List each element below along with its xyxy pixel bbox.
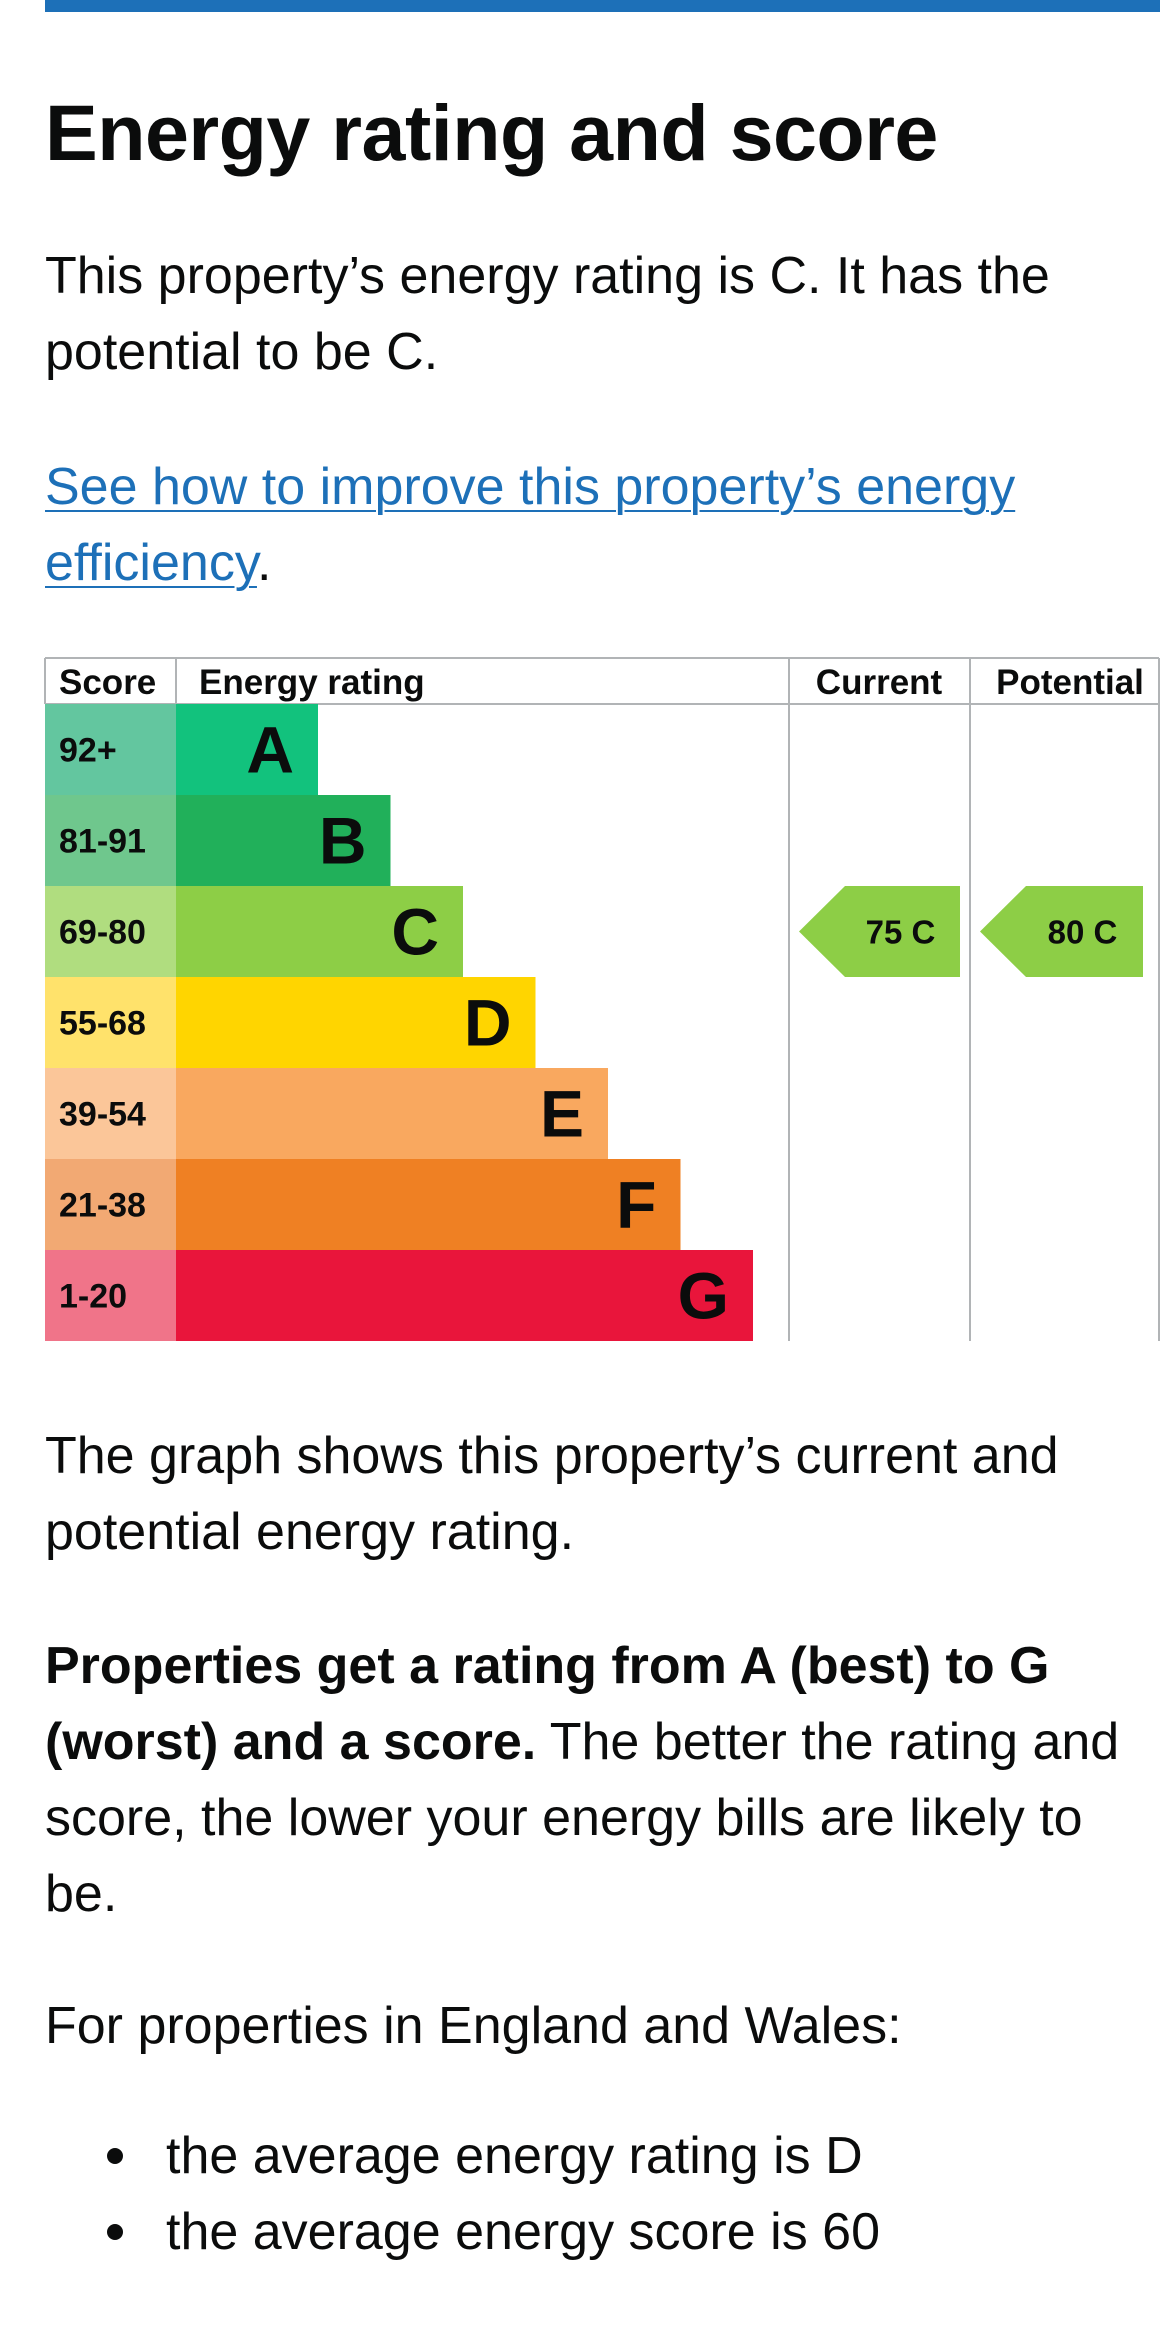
ratings-explanation-rest: The better the rating and score, the low… — [45, 1713, 1120, 1923]
rating-letter-b: B — [319, 804, 367, 878]
improve-efficiency-link[interactable]: See how to improve this property’s energ… — [45, 458, 1016, 592]
rating-bar-e — [176, 1068, 608, 1159]
score-cell-a — [45, 704, 176, 795]
rating-intro: This property’s energy rating is C. It h… — [45, 247, 1050, 381]
rating-letter-c: C — [391, 895, 439, 969]
average-score-text: the average energy score is 60 — [166, 2203, 880, 2261]
potential-rating-arrow — [980, 886, 1143, 977]
score-range-d: 55-68 — [59, 1005, 146, 1043]
improve-link-suffix: . — [256, 534, 272, 592]
score-range-f: 21-38 — [59, 1187, 146, 1225]
score-range-g: 1-20 — [59, 1278, 127, 1316]
rating-bar-d — [176, 977, 536, 1068]
region-intro: For properties in England and Wales: — [45, 1997, 902, 2055]
rating-letter-f: F — [616, 1168, 656, 1242]
rating-bar-g — [176, 1250, 753, 1341]
rating-markers: 75 C 80 C — [799, 886, 1143, 977]
bullet-icon — [107, 2224, 123, 2240]
rating-letter-a: A — [246, 713, 294, 787]
bullet-icon — [107, 2148, 123, 2164]
list-item-average-rating: the average energy rating is D — [45, 2118, 880, 2194]
average-rating-text: the average energy rating is D — [166, 2127, 863, 2185]
score-range-e: 39-54 — [59, 1096, 146, 1134]
rating-bar-a — [176, 704, 318, 795]
current-rating-arrow — [799, 886, 960, 977]
potential-rating-label: 80 C — [1048, 914, 1118, 951]
score-cell-d — [45, 977, 176, 1068]
score-cell-e — [45, 1068, 176, 1159]
rating-letter-d: D — [464, 986, 512, 1060]
rating-bar-f — [176, 1159, 681, 1250]
graph-description: The graph shows this property’s current … — [45, 1427, 1059, 1561]
rating-bar-c — [176, 886, 463, 977]
header-current: Current — [816, 663, 943, 702]
score-range-a: 92+ — [59, 732, 117, 770]
ratings-explanation-bold: Properties get a rating from A (best) to… — [45, 1637, 1050, 1771]
rating-letter-g: G — [678, 1259, 729, 1333]
header-score: Score — [59, 663, 156, 702]
rating-letter-e: E — [540, 1077, 584, 1151]
header-energy-rating: Energy rating — [199, 663, 425, 702]
ratings-explanation: Properties get a rating from A (best) to… — [45, 1628, 1135, 1932]
improve-paragraph: See how to improve this property’s energ… — [45, 449, 1135, 601]
score-range-c: 69-80 — [59, 914, 146, 952]
score-cell-c — [45, 886, 176, 977]
header-potential: Potential — [996, 663, 1144, 702]
averages-list: the average energy rating is D the avera… — [45, 2118, 880, 2270]
score-range-b: 81-91 — [59, 823, 146, 861]
page-title: Energy rating and score — [45, 88, 938, 177]
top-accent-bar — [45, 0, 1160, 12]
score-cell-g — [45, 1250, 176, 1341]
list-item-average-score: the average energy score is 60 — [45, 2194, 880, 2270]
rating-bands: 92+ A 81-91 B 69-80 C 55-68 D 39-54 E 21-38 F 1-20 G — [45, 704, 753, 1341]
score-cell-b — [45, 795, 176, 886]
score-cell-f — [45, 1159, 176, 1250]
current-rating-label: 75 C — [866, 914, 936, 951]
rating-bar-b — [176, 795, 391, 886]
energy-rating-chart: Score Energy rating Current Potential 92… — [44, 657, 1160, 1341]
chart-headers: Score Energy rating Current Potential — [59, 663, 1144, 702]
